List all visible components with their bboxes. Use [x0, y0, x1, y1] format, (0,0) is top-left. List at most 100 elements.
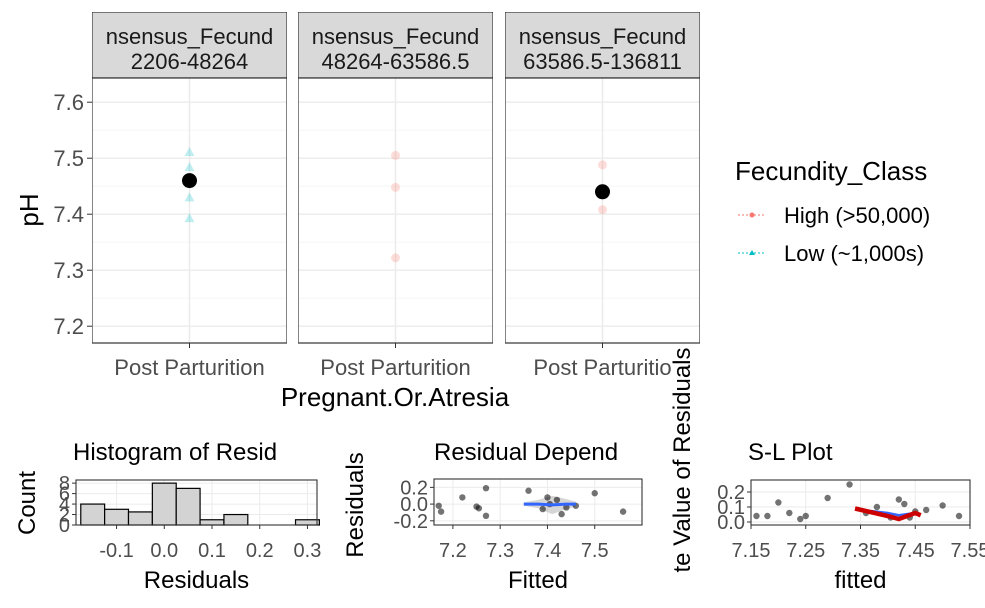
y-axis-title: te Value of Residuals: [669, 347, 696, 572]
x-tick-label: Post Parturitio: [533, 355, 671, 380]
data-point-high: [598, 160, 607, 170]
x-axis-title: fitted: [834, 567, 886, 594]
histogram-bar: [294, 519, 320, 526]
residual-plot-area: [435, 485, 627, 519]
y-tick-label: 7.2: [53, 314, 84, 339]
facet-strip-label: nsensus_Fecund: [312, 24, 480, 49]
x-tick-label: 0.2: [246, 540, 274, 562]
x-tick-label: 7.2: [439, 540, 467, 562]
data-point-high: [391, 150, 400, 160]
small-plot-scale-location: 7.15 7.25 7.35 7.45 7.55 0.00.10.2S-L Plot fit…: [669, 347, 985, 594]
data-point-high: [391, 253, 400, 263]
y-tick-label: 0: [59, 515, 70, 537]
plot-title: Residual Depend: [434, 439, 618, 466]
y-tick-label: 0.1: [717, 497, 745, 519]
x-tick-label: Post Parturition: [114, 355, 264, 380]
panel-background: [434, 479, 642, 525]
data-point-low: [184, 213, 195, 223]
sl-plot-area: [753, 481, 963, 523]
data-point-low: [184, 162, 195, 172]
data-point: [775, 499, 782, 506]
data-point-high: [598, 205, 607, 215]
legend-label: High (>50,000): [784, 203, 930, 228]
histogram-bar: [199, 519, 225, 526]
data-point: [955, 512, 963, 520]
legend-key-circle: [749, 212, 755, 218]
y-tick-label: 0.2: [717, 482, 745, 504]
y-tick-label: 7.3: [53, 258, 84, 283]
x-tick-label: 7.55: [951, 540, 985, 562]
data-point: [786, 509, 793, 517]
data-point-low: [184, 192, 195, 202]
data-point: [824, 494, 831, 502]
y-axis-title: Residuals: [342, 452, 369, 557]
y-tick-label: 2: [59, 505, 70, 527]
plot-title: Histogram of Resid: [73, 439, 277, 466]
facet-strip-label: nsensus_Fecund: [106, 24, 274, 49]
facet-strip: [92, 12, 287, 79]
x-axis-title: Residuals: [144, 567, 249, 594]
histogram-bar: [127, 511, 153, 526]
panel-border: [433, 478, 643, 526]
smooth-line: [523, 502, 576, 507]
x-tick-label: 7.35: [841, 540, 880, 562]
y-tick-label: 0.0: [400, 494, 428, 516]
data-point: [525, 487, 532, 494]
smooth-line-red: [854, 506, 922, 522]
y-tick-label: 7.4: [53, 202, 84, 227]
x-tick-label: 7.5: [581, 540, 609, 562]
x-tick-label: 0.1: [198, 540, 226, 562]
data-point: [802, 512, 809, 520]
data-point-low: [184, 147, 195, 157]
y-axis-title: Count: [14, 471, 41, 535]
data-point: [558, 510, 565, 518]
data-point: [482, 485, 490, 492]
x-axis-title: Fitted: [508, 567, 568, 594]
data-point: [619, 508, 627, 515]
data-point: [475, 505, 483, 512]
data-point: [482, 512, 490, 519]
data-point: [797, 515, 804, 523]
histogram-bar: [104, 508, 130, 526]
panel-border: [75, 479, 318, 526]
data-point: [459, 494, 466, 501]
x-tick-label: 7.25: [786, 540, 825, 562]
y-tick-label: 0.2: [400, 477, 428, 499]
legend-title: Fecundity_Class: [735, 156, 927, 186]
facet-strip-label: 63586.5-136811: [523, 49, 682, 74]
data-point: [553, 496, 561, 504]
y-tick-label: 7.5: [53, 146, 84, 171]
data-point: [539, 505, 546, 513]
mean-point: [595, 184, 610, 200]
legend-key-triangle: [749, 250, 755, 255]
x-tick-label: -0.1: [99, 540, 133, 562]
data-point: [895, 496, 903, 503]
data-point: [923, 506, 930, 514]
y-tick-label: 6: [59, 484, 70, 506]
x-tick-label: 0.3: [294, 540, 322, 562]
data-point: [435, 502, 442, 509]
histogram-bar: [175, 487, 201, 526]
x-tick-label: 7.15: [732, 540, 771, 562]
data-point: [753, 512, 760, 520]
data-point: [591, 490, 598, 497]
x-tick-label: 0.0: [150, 540, 178, 562]
facet-strip-label: 48264-63586.5: [321, 49, 469, 74]
data-point: [846, 481, 853, 488]
data-point: [563, 504, 570, 511]
data-point-high: [391, 182, 400, 192]
x-tick-label: 7.45: [896, 540, 935, 562]
legend-label: Low (~1,000s): [784, 241, 924, 266]
y-tick-label: 7.6: [53, 90, 84, 115]
histogram-bar: [80, 503, 106, 526]
mean-point: [182, 173, 197, 189]
facet-strip-label: nsensus_Fecund: [519, 24, 687, 49]
data-point: [437, 508, 445, 515]
small-plot-residual-dependence: 7.2 7.3 7.4 7.5 -0.20.00.2 Residual Depend Fit…: [342, 439, 643, 594]
y-tick-label: -0.2: [394, 511, 428, 533]
facet-strip: [298, 12, 493, 79]
x-axis-title: Pregnant.Or.Atresia: [281, 382, 510, 412]
